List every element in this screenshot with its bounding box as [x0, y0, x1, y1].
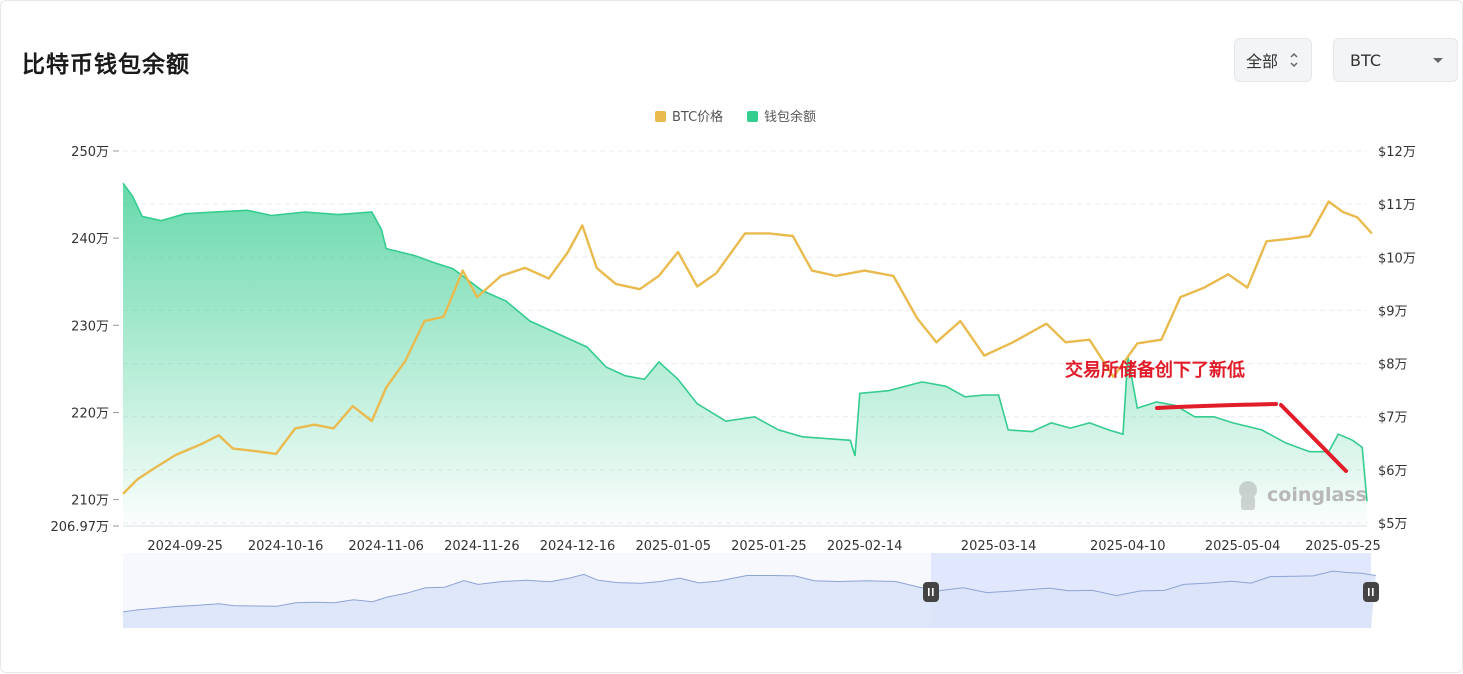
legend-price-swatch: [655, 111, 666, 122]
coin-select-value: BTC: [1350, 50, 1381, 70]
x-axis-tick-label: 2024-11-06: [348, 539, 424, 554]
right-axis-tick-label: $8万: [1378, 358, 1408, 373]
x-axis-tick-label: 2025-01-05: [635, 539, 711, 554]
right-axis-tick-label: $10万: [1378, 251, 1416, 266]
legend-price-label: BTC价格: [672, 109, 723, 125]
x-axis-tick-label: 2025-05-25: [1305, 539, 1381, 554]
navigator-right-handle[interactable]: [1363, 582, 1379, 602]
coinglass-logo-icon: [1239, 481, 1257, 510]
right-axis: $12万 $11万 $10万 $9万 $8万 $7万 $6万 $5万: [1378, 145, 1416, 532]
right-axis-tick-label: $6万: [1378, 464, 1408, 479]
chevron-down-icon: [1433, 58, 1443, 63]
price-line[interactable]: [122, 200, 1373, 495]
left-axis: 250万 240万 230万 220万 210万 206.97万: [51, 145, 119, 535]
balance-area: [123, 183, 1367, 526]
legend-item-balance[interactable]: 钱包余额: [747, 109, 816, 125]
watermark-text: coinglass: [1267, 484, 1367, 506]
x-axis-tick-label: 2025-01-25: [731, 539, 807, 554]
coinglass-watermark: coinglass: [1239, 481, 1367, 510]
balance-line[interactable]: [122, 182, 1368, 502]
left-axis-tick-label: 250万: [71, 145, 109, 160]
x-axis-tick-label: 2024-11-26: [444, 539, 520, 554]
navigator-left-handle[interactable]: [923, 582, 939, 602]
range-select-value: 全部: [1246, 52, 1279, 71]
left-axis-tick-label: 230万: [71, 319, 109, 334]
navigator-area: [123, 571, 1376, 628]
annotation-stroke: [1155, 402, 1278, 410]
x-axis-tick-label: 2024-12-16: [540, 539, 616, 554]
right-axis-tick-label: $7万: [1378, 411, 1408, 426]
up-down-chevron-icon: [1290, 52, 1298, 68]
x-axis-tick-label: 2024-09-25: [147, 539, 223, 554]
x-axis-tick-label: 2025-05-04: [1205, 539, 1281, 554]
right-axis-tick-label: $9万: [1378, 304, 1408, 319]
chart-legend: BTC价格 钱包余额: [655, 109, 816, 125]
range-select[interactable]: 全部: [1234, 38, 1312, 82]
navigator-line: [122, 570, 1376, 613]
left-axis-tick-label: 206.97万: [51, 520, 110, 535]
left-axis-tick-label: 240万: [71, 232, 109, 247]
left-axis-tick-label: 220万: [71, 406, 109, 421]
x-axis-tick-label: 2025-03-14: [961, 539, 1037, 554]
annotation-down-stroke: [1279, 403, 1348, 473]
right-axis-tick-label: $5万: [1378, 517, 1408, 532]
x-axis-tick-label: 2024-10-16: [248, 539, 324, 554]
left-axis-tick-label: 210万: [71, 494, 109, 509]
annotation: 交易所储备创下了新低: [1065, 359, 1348, 473]
legend-balance-label: 钱包余额: [764, 109, 816, 125]
coin-select[interactable]: BTC: [1333, 38, 1458, 82]
annotation-text: 交易所储备创下了新低: [1065, 359, 1245, 381]
x-axis: 2024-09-25 2024-10-16 2024-11-06 2024-11-26…: [123, 525, 1381, 554]
page-title: 比特币钱包余额: [22, 52, 190, 78]
legend-balance-swatch: [747, 111, 758, 122]
range-navigator[interactable]: [122, 553, 1379, 628]
legend-item-price[interactable]: BTC价格: [655, 109, 723, 125]
right-axis-tick-label: $11万: [1378, 198, 1416, 213]
right-axis-tick-label: $12万: [1378, 145, 1416, 160]
x-axis-tick-label: 2025-04-10: [1090, 539, 1166, 554]
x-axis-tick-label: 2025-02-14: [827, 539, 903, 554]
